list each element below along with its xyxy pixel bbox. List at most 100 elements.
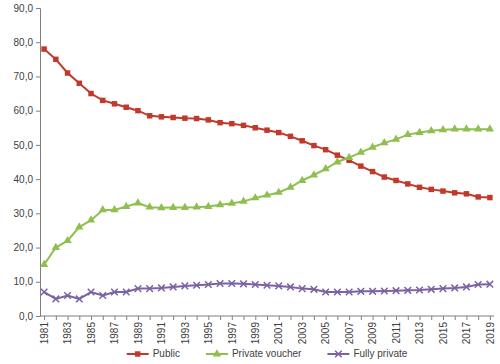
x-tick: 1989 <box>133 316 144 344</box>
legend-label: Public <box>153 348 180 359</box>
x-tick-mark <box>208 316 209 320</box>
x-tick-mark <box>443 316 444 320</box>
y-tick-label: 60,0 <box>14 105 34 116</box>
x-tick <box>267 316 268 320</box>
series-marker <box>193 282 200 289</box>
series-marker <box>182 283 189 290</box>
legend-label: Fully private <box>353 348 407 359</box>
series-marker <box>404 287 411 294</box>
y-tick-label: 20,0 <box>14 242 34 253</box>
series-marker <box>135 285 142 292</box>
x-tick-mark <box>185 316 186 320</box>
y-tick: 0,0 <box>19 311 40 322</box>
series-marker <box>487 281 494 288</box>
y-tick-label: 30,0 <box>14 208 34 219</box>
series-line <box>44 49 490 198</box>
y-tick-label: 10,0 <box>14 276 34 287</box>
x-tick-label: 2003 <box>297 322 308 345</box>
series-marker <box>146 202 154 209</box>
series-marker <box>64 292 71 299</box>
y-tick: 30,0 <box>14 208 40 219</box>
series-marker <box>206 117 211 122</box>
series-marker <box>428 187 433 192</box>
x-tick <box>337 316 338 320</box>
series-marker <box>252 281 259 288</box>
x-tick <box>173 316 174 320</box>
x-tick <box>455 316 456 320</box>
x-tick-mark <box>326 316 327 320</box>
x-tick-mark <box>220 316 221 320</box>
series-marker <box>53 296 60 303</box>
legend-item: Fully private <box>327 348 407 359</box>
x-tick-label: 2015 <box>438 322 449 345</box>
series-marker <box>123 105 128 110</box>
series-marker <box>311 286 318 293</box>
series-marker <box>310 170 318 177</box>
legend-marker <box>135 351 140 356</box>
y-tick-mark <box>36 76 40 77</box>
legend-item: Public <box>127 348 180 359</box>
x-tick-label: 2017 <box>461 322 472 345</box>
y-tick-mark <box>36 213 40 214</box>
y-tick-label: 0,0 <box>19 311 33 322</box>
series-marker <box>346 289 353 296</box>
series-marker <box>475 281 482 288</box>
series-marker <box>311 143 316 148</box>
series-marker <box>263 190 271 197</box>
y-tick-label: 70,0 <box>14 71 34 82</box>
y-tick: 50,0 <box>14 140 40 151</box>
y-axis-line <box>36 9 41 317</box>
series-marker <box>100 98 105 103</box>
series-marker <box>299 285 306 292</box>
x-tick-mark <box>431 316 432 320</box>
x-tick <box>361 316 362 320</box>
series-marker <box>52 243 60 250</box>
x-tick-mark <box>161 316 162 320</box>
legend-item: Private voucher <box>206 348 302 359</box>
series-marker <box>217 280 224 287</box>
series-marker <box>380 138 388 145</box>
x-tick-mark <box>232 316 233 320</box>
series-marker <box>217 120 222 125</box>
x-tick-mark <box>490 316 491 320</box>
x-tick: 1987 <box>109 316 120 344</box>
x-tick-label: 1987 <box>109 322 120 345</box>
x-tick-label: 2019 <box>485 322 496 345</box>
series-marker <box>40 260 48 267</box>
series-marker <box>393 178 398 183</box>
series-marker <box>358 288 365 295</box>
x-tick <box>478 316 479 320</box>
chart: 0,010,020,030,040,050,060,070,080,090,01… <box>0 0 500 364</box>
y-tick: 20,0 <box>14 242 40 253</box>
x-tick-label: 2005 <box>320 322 331 345</box>
series-marker <box>123 289 130 296</box>
series-marker <box>358 163 363 168</box>
x-tick: 1995 <box>203 316 214 344</box>
plot: 0,010,020,030,040,050,060,070,080,090,01… <box>14 3 496 345</box>
series <box>40 124 494 267</box>
series-marker <box>158 285 165 292</box>
x-tick-mark <box>267 316 268 320</box>
x-tick-label: 1995 <box>203 322 214 345</box>
series-marker <box>216 200 224 207</box>
series-marker <box>286 183 294 190</box>
x-tick <box>384 316 385 320</box>
x-tick: 1991 <box>156 316 167 344</box>
x-tick: 1997 <box>227 316 238 344</box>
legend-label: Private voucher <box>232 348 302 359</box>
series-marker <box>192 202 200 209</box>
y-tick-label: 50,0 <box>14 140 34 151</box>
y-tick-mark <box>36 8 40 9</box>
series-marker <box>88 91 93 96</box>
x-tick-mark <box>150 316 151 320</box>
series-marker <box>205 281 212 288</box>
series-marker <box>112 101 117 106</box>
x-tick-label: 2009 <box>367 322 378 345</box>
series-marker <box>393 287 400 294</box>
y-tick: 70,0 <box>14 71 40 82</box>
x-tick-mark <box>68 316 69 320</box>
x-tick-mark <box>349 316 350 320</box>
y-tick: 80,0 <box>14 37 40 48</box>
x-tick-mark <box>455 316 456 320</box>
series-marker <box>487 195 492 200</box>
